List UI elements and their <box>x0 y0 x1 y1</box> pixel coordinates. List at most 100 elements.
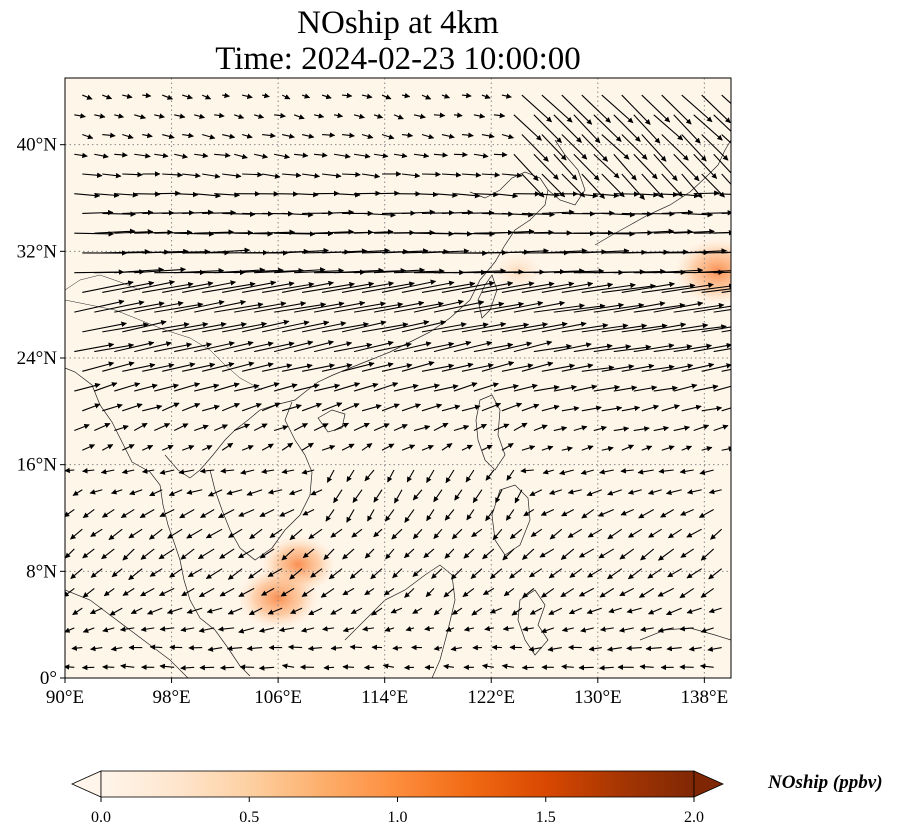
wind-vector <box>307 645 323 652</box>
wind-vector <box>134 383 158 392</box>
colorbar-body <box>100 770 695 798</box>
wind-vector <box>387 469 395 483</box>
wind-vector <box>182 94 193 100</box>
wind-vector <box>451 607 463 615</box>
wind-vector <box>561 626 574 633</box>
wind-vector <box>621 173 645 200</box>
wind-vector <box>159 508 175 518</box>
wind-vector <box>621 444 635 451</box>
wind-vector <box>679 625 694 632</box>
wind-vector <box>361 443 373 451</box>
wind-vector <box>82 587 95 598</box>
wind-vector <box>281 663 295 669</box>
wind-vector <box>362 212 396 218</box>
wind-vector <box>541 134 567 161</box>
wind-vector <box>173 423 189 432</box>
wind-vector <box>221 402 241 412</box>
wind-vector <box>353 302 404 313</box>
wind-vector <box>310 568 323 578</box>
wind-vector <box>121 468 135 475</box>
wind-vector <box>214 340 254 353</box>
wind-vector <box>593 114 622 142</box>
wind-vector <box>433 112 446 118</box>
wind-vector <box>149 489 163 497</box>
wind-vector <box>421 363 455 372</box>
wind-vector <box>234 341 274 353</box>
wind-vector <box>453 382 478 392</box>
wind-vector <box>495 489 503 504</box>
wind-vector <box>142 362 175 372</box>
wind-vector <box>641 134 667 162</box>
colorbar-tick-label: 1.5 <box>536 809 556 826</box>
wind-vector <box>373 528 383 538</box>
wind-vector <box>482 587 495 596</box>
wind-vector <box>553 303 606 313</box>
wind-vector <box>194 299 247 313</box>
wind-vector <box>403 548 415 559</box>
wind-vector <box>686 568 702 579</box>
wind-vector <box>529 568 543 578</box>
wind-vector <box>333 301 386 313</box>
wind-vector <box>72 489 83 496</box>
wind-vector <box>581 248 630 254</box>
wind-vector <box>182 280 237 293</box>
wind-vector <box>453 424 470 432</box>
wind-vector <box>321 321 369 333</box>
wind-vector <box>110 645 123 652</box>
wind-vector <box>361 173 381 179</box>
wind-vector <box>443 587 455 598</box>
sulawesi-coastline <box>517 589 549 656</box>
wind-vector <box>587 568 603 578</box>
wind-vector <box>134 266 186 274</box>
wind-vector <box>601 134 630 160</box>
wind-vector <box>202 404 220 412</box>
wind-vector <box>613 268 666 275</box>
wind-vector <box>513 383 538 392</box>
wind-vector <box>681 211 714 218</box>
wind-vector <box>333 112 344 119</box>
wind-vector <box>522 587 535 599</box>
wind-vector <box>451 528 463 540</box>
wind-vector <box>513 300 566 313</box>
wind-vector <box>274 302 327 313</box>
wind-vector <box>267 607 283 615</box>
wind-vector <box>179 508 195 519</box>
wind-vector <box>560 587 575 598</box>
wind-vector <box>310 489 323 496</box>
wind-vector <box>111 568 123 578</box>
wind-vector <box>182 445 195 451</box>
wind-vector <box>673 302 725 313</box>
wind-vector <box>149 644 163 650</box>
wind-vector <box>521 173 545 198</box>
wind-vector <box>198 627 215 633</box>
wind-vector <box>613 344 652 353</box>
wind-vector <box>542 469 554 475</box>
wind-vector <box>258 665 275 671</box>
wind-vector <box>74 299 125 313</box>
wind-vector <box>162 133 175 140</box>
wind-vector <box>445 626 455 632</box>
wind-vector <box>461 172 482 178</box>
wind-vector <box>354 229 394 235</box>
wind-vector <box>481 663 494 669</box>
wind-vector <box>301 469 315 475</box>
wind-vector <box>573 302 625 313</box>
wind-vector <box>381 134 395 140</box>
wind-vector <box>493 112 506 119</box>
wind-vector <box>553 153 578 181</box>
wind-vector <box>492 528 503 541</box>
wind-vector <box>445 469 455 484</box>
wind-vector <box>249 528 263 540</box>
wind-vector <box>326 469 335 483</box>
wind-vector <box>412 528 423 540</box>
wind-vector <box>561 94 593 125</box>
wind-vector <box>541 94 573 123</box>
wind-vector <box>180 665 195 671</box>
wind-vector <box>461 132 474 138</box>
wind-vector <box>481 322 530 333</box>
wind-vector <box>102 132 116 139</box>
wind-vector <box>580 627 594 633</box>
wind-vector <box>148 528 163 540</box>
wind-vector <box>259 508 275 517</box>
wind-vector <box>353 382 379 392</box>
